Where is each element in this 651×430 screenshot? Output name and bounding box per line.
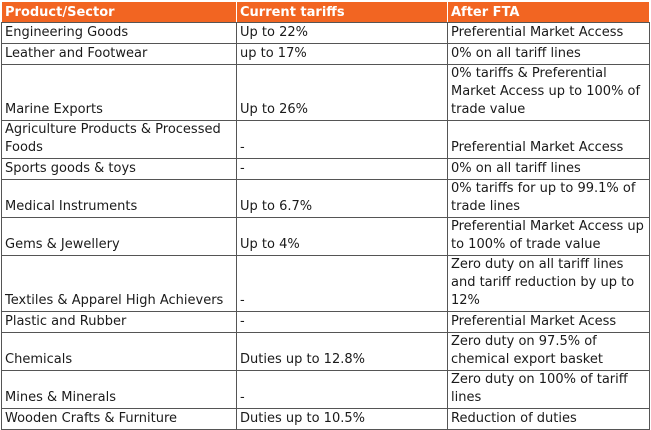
sector-cell: Textiles & Apparel High Achievers — [1, 255, 237, 312]
table-row: Marine Exports Up to 26% 0% tariffs & Pr… — [1, 64, 650, 121]
sector-cell: Sports goods & toys — [1, 158, 237, 180]
sector-cell: Agriculture Products & Processed Foods — [1, 120, 237, 159]
table-row: Agriculture Products & Processed Foods -… — [1, 120, 650, 159]
sector-cell: Wooden Crafts & Furniture — [1, 408, 237, 430]
after-fta-cell: Zero duty on 100% of tariff lines — [447, 370, 650, 409]
table-row: Wooden Crafts & Furniture Duties up to 1… — [1, 408, 650, 430]
table-row: Mines & Minerals - Zero duty on 100% of … — [1, 370, 650, 409]
after-fta-cell: 0% on all tariff lines — [447, 158, 650, 180]
header-after-fta: After FTA — [447, 1, 650, 23]
current-tariff-cell: - — [236, 311, 448, 333]
after-fta-cell: Zero duty on all tariff lines and tariff… — [447, 255, 650, 312]
current-tariff-cell: Up to 6.7% — [236, 179, 448, 218]
current-tariff-cell: - — [236, 255, 448, 312]
after-fta-cell: Preferential Market Acess — [447, 311, 650, 333]
current-tariff-cell: Up to 26% — [236, 64, 448, 121]
current-tariff-cell: - — [236, 158, 448, 180]
sector-cell: Marine Exports — [1, 64, 237, 121]
after-fta-cell: 0% on all tariff lines — [447, 43, 650, 65]
table-row: Medical Instruments Up to 6.7% 0% tariff… — [1, 179, 650, 218]
sector-cell: Plastic and Rubber — [1, 311, 237, 333]
current-tariff-cell: Up to 22% — [236, 22, 448, 44]
after-fta-cell: 0% tariffs for up to 99.1% of trade line… — [447, 179, 650, 218]
after-fta-cell: Preferential Market Access — [447, 120, 650, 159]
sector-cell: Leather and Footwear — [1, 43, 237, 65]
after-fta-cell: Preferential Market Access up to 100% of… — [447, 217, 650, 256]
header-product-sector: Product/Sector — [1, 1, 237, 23]
sector-cell: Chemicals — [1, 332, 237, 371]
table-row: Engineering Goods Up to 22% Preferential… — [1, 22, 650, 44]
sector-cell: Gems & Jewellery — [1, 217, 237, 256]
header-current-tariffs: Current tariffs — [236, 1, 448, 23]
current-tariff-cell: Duties up to 12.8% — [236, 332, 448, 371]
sector-cell: Medical Instruments — [1, 179, 237, 218]
current-tariff-cell: - — [236, 370, 448, 409]
after-fta-cell: 0% tariffs & Preferential Market Access … — [447, 64, 650, 121]
sector-cell: Engineering Goods — [1, 22, 237, 44]
table-row: Sports goods & toys - 0% on all tariff l… — [1, 158, 650, 180]
table-row: Gems & Jewellery Up to 4% Preferential M… — [1, 217, 650, 256]
after-fta-cell: Preferential Market Access — [447, 22, 650, 44]
table-row: Textiles & Apparel High Achievers - Zero… — [1, 255, 650, 312]
table-row: Chemicals Duties up to 12.8% Zero duty o… — [1, 332, 650, 371]
current-tariff-cell: - — [236, 120, 448, 159]
sector-cell: Mines & Minerals — [1, 370, 237, 409]
table-header-row: Product/Sector Current tariffs After FTA — [1, 1, 650, 23]
table-row: Leather and Footwear up to 17% 0% on all… — [1, 43, 650, 65]
after-fta-cell: Zero duty on 97.5% of chemical export ba… — [447, 332, 650, 371]
current-tariff-cell: Duties up to 10.5% — [236, 408, 448, 430]
after-fta-cell: Reduction of duties — [447, 408, 650, 430]
table-row: Plastic and Rubber - Preferential Market… — [1, 311, 650, 333]
current-tariff-cell: Up to 4% — [236, 217, 448, 256]
current-tariff-cell: up to 17% — [236, 43, 448, 65]
